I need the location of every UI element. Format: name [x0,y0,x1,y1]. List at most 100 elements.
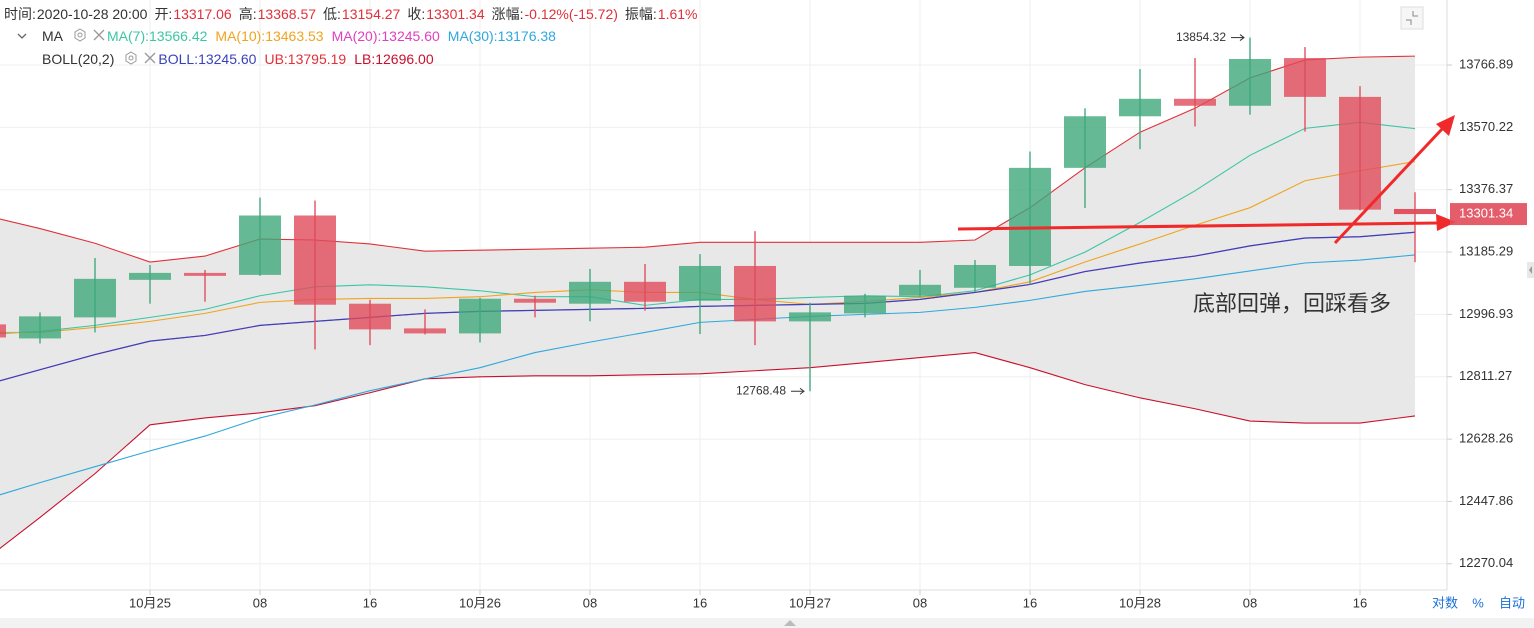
high-label: 高: [238,6,257,22]
collapse-icon[interactable] [1400,6,1424,30]
x-tick-label: 08 [253,595,267,610]
y-tick-label: 12447.86 [1459,493,1513,508]
close-icon[interactable] [143,51,157,68]
legend-entry: MA(7):13566.42 [107,28,208,44]
candle-body [1284,58,1326,97]
candle-body [1394,208,1436,215]
x-tick-label: 08 [583,595,597,610]
info-row: 时间: 2020-10-28 20:00 开: 13317.06 高: 13368.5… [4,4,699,24]
candle-body [1229,59,1271,106]
legend-entry: MA(20):13245.60 [331,28,440,44]
time-value: 2020-10-28 20:00 [36,6,148,22]
x-tick-label: 16 [1023,595,1037,610]
scroll-strip[interactable] [0,618,1534,628]
legend-entry: MA(10):13463.53 [215,28,324,44]
gear [125,50,137,65]
x-tick-label: 10月27 [789,595,831,610]
candle-body [954,264,996,288]
high-value: 13368.57 [257,6,317,22]
x-tick-label: 10月26 [459,595,501,610]
amplitude-value: 1.61% [657,6,698,22]
boll-band [0,56,1415,549]
candle-body [74,278,116,318]
candle-body [459,298,501,334]
ma-label: MA [42,28,63,44]
candle-body [1119,98,1161,117]
close-label: 收: [407,6,426,22]
candle-body [1064,116,1106,168]
settings-icon[interactable] [124,50,138,68]
candle-body [19,316,61,339]
extreme-arrow-head [1239,34,1245,41]
x-tick-label: 16 [363,595,377,610]
axes: 12270.04 12447.86 12628.26 12811.27 12996.93… [129,56,1513,610]
open-label: 开: [154,6,173,22]
change-label: 涨幅: [491,6,524,22]
open-value: 13317.06 [173,6,232,22]
low-label: 低: [323,6,341,22]
x-tick-label: 16 [1353,595,1367,610]
candle-body [514,298,556,303]
time-label: 时间: [4,6,36,22]
settings-icon[interactable] [73,27,87,45]
extreme-label: 13854.32 [1176,30,1226,44]
close-icon[interactable] [92,28,106,45]
x-tick-label: 10月25 [129,595,171,610]
arrow-line [1333,126,1445,245]
arrow-line [957,221,1439,231]
y-tick-label: 13376.37 [1459,181,1513,196]
change-value: -0.12%(-15.72) [524,6,618,22]
x-tick-label: 08 [913,595,927,610]
candle-body [844,295,886,314]
y-tick-label: 12996.93 [1459,306,1513,321]
candle-body [1009,167,1051,266]
x-tick-label: 08 [1243,595,1257,610]
candle-body [184,272,226,276]
scale-control[interactable]: 自动 [1499,595,1525,610]
candle-body [239,215,281,275]
price-tag [1450,203,1527,226]
candle-body [1339,96,1381,210]
legend-entry: MA(30):13176.38 [447,28,556,44]
candle-body [734,265,776,322]
candle-body [679,265,721,301]
candle-body [569,281,611,304]
arrow-head [1436,214,1456,231]
candle-body [129,272,171,280]
y-tick-label: 12811.27 [1459,368,1512,383]
y-tick-label: 12270.04 [1459,555,1513,570]
extreme-arrow-head [799,387,805,395]
candle-body [294,215,336,305]
drawn-arrows [957,115,1456,245]
amplitude-label: 振幅: [624,6,657,22]
close-value: 13301.34 [426,6,485,22]
boll-label: BOLL(20,2) [42,51,115,67]
y-tick-label: 13185.29 [1459,243,1513,258]
scale-control[interactable]: 对数 [1432,595,1458,610]
candle-body [624,281,666,302]
scroll-handle[interactable] [784,620,796,626]
arrow-head [1436,115,1455,136]
x-tick-label: 16 [693,595,707,610]
cross [93,29,105,40]
legend-entry: LB:12696.00 [354,51,434,67]
gear [74,27,86,42]
x-tick-label: 10月28 [1119,595,1161,610]
boll-line [0,351,1416,550]
y-tick-label: 13766.89 [1459,56,1513,71]
low-value: 13154.27 [341,6,401,22]
y-tick-label: 13570.22 [1459,119,1513,134]
extreme-label: 12768.48 [736,383,786,397]
cross [144,52,156,63]
price-tag-label: 13301.34 [1459,206,1513,221]
candle-body [0,324,6,338]
side-handle-arrow [1529,266,1532,274]
candle-body [404,328,446,334]
collapse-chevron[interactable] [17,33,27,39]
y-tick-label: 12628.26 [1459,431,1513,446]
scale-control[interactable]: % [1472,595,1484,610]
plot-area [0,37,1436,550]
candle-body [349,303,391,330]
